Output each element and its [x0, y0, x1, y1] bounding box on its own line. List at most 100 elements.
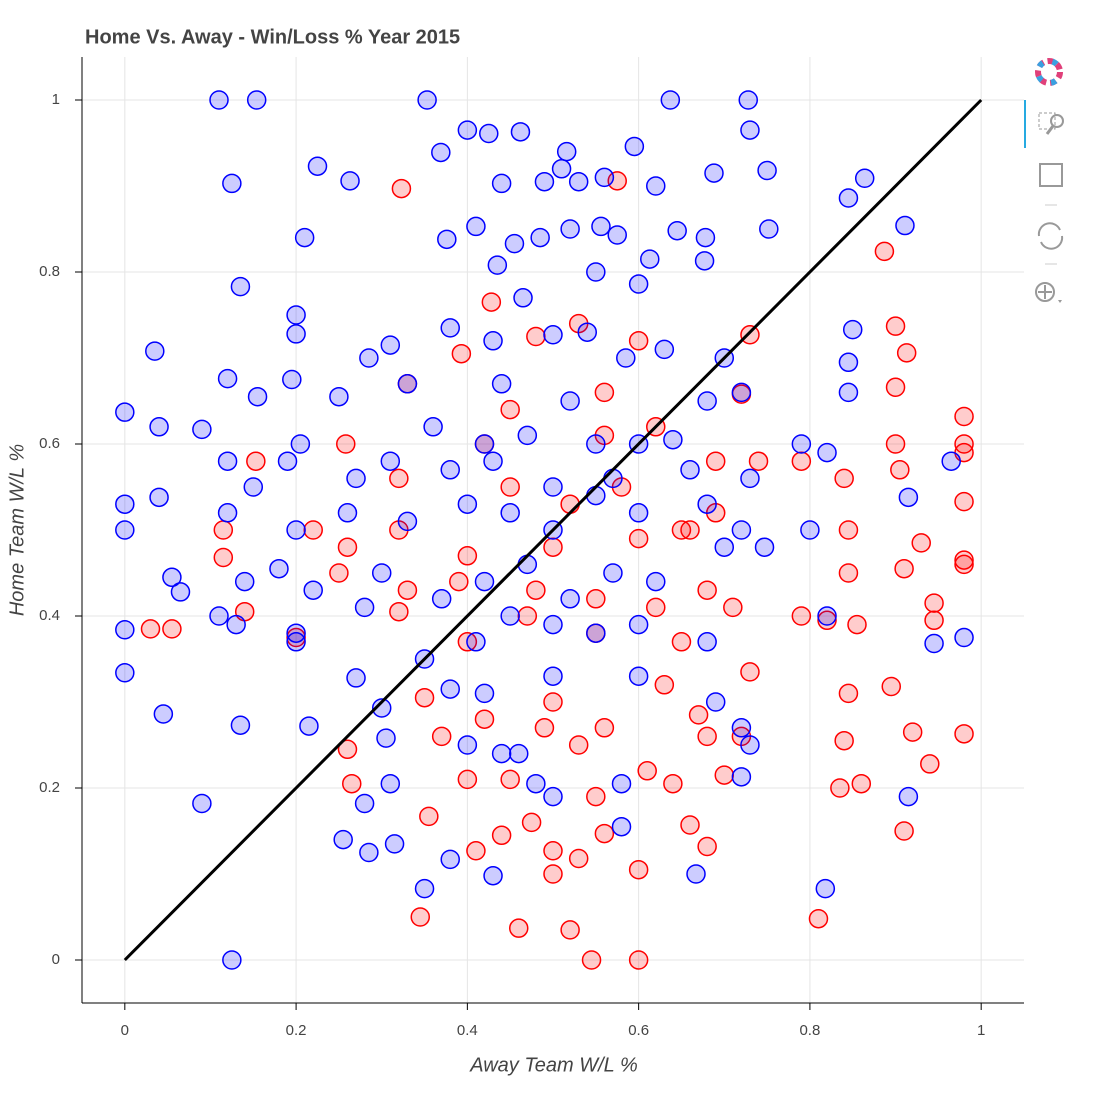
point: [414, 687, 435, 708]
point: [637, 761, 657, 781]
point: [440, 318, 460, 338]
point: [333, 829, 353, 850]
point: [697, 836, 717, 857]
point: [551, 159, 572, 179]
hover-arrow: [1058, 300, 1062, 303]
point: [286, 324, 306, 344]
point: [881, 676, 902, 697]
point: [354, 597, 375, 618]
point: [705, 692, 726, 712]
point: [885, 377, 906, 397]
point: [246, 451, 266, 471]
point: [663, 429, 683, 450]
point: [838, 563, 859, 583]
point: [663, 773, 683, 794]
point: [556, 141, 577, 162]
point: [924, 610, 944, 631]
point: [898, 786, 919, 807]
point: [140, 619, 161, 639]
point: [440, 849, 460, 870]
point: [628, 528, 649, 549]
point: [209, 90, 229, 110]
point: [391, 178, 412, 199]
point: [646, 176, 666, 196]
point: [646, 597, 666, 618]
point: [329, 386, 349, 407]
point: [941, 451, 961, 471]
point: [854, 168, 875, 189]
point: [389, 601, 409, 622]
point: [594, 167, 615, 188]
point: [543, 614, 563, 635]
point: [543, 864, 563, 884]
point: [817, 610, 837, 631]
point: [380, 335, 401, 355]
point: [346, 468, 366, 489]
line: [123, 98, 983, 962]
point: [586, 786, 606, 807]
point: [526, 773, 546, 794]
point: [534, 718, 555, 738]
point: [543, 692, 563, 712]
point: [568, 735, 589, 755]
point: [954, 550, 974, 570]
point: [451, 343, 472, 364]
point: [591, 216, 611, 237]
point: [410, 907, 431, 927]
point: [628, 503, 649, 523]
point: [885, 316, 906, 336]
point: [222, 950, 242, 970]
point: [162, 567, 182, 588]
x-tick-label: 0.2: [286, 1022, 307, 1039]
point: [740, 662, 760, 682]
box-zoom-tool[interactable]: [1038, 112, 1064, 135]
point: [397, 374, 418, 394]
point: [371, 698, 392, 718]
x-tick-label: 0.8: [799, 1022, 820, 1039]
point: [376, 728, 396, 748]
reset-tool[interactable]: [1037, 222, 1064, 250]
point: [440, 460, 460, 480]
reset-view-tool[interactable]: [1039, 163, 1063, 187]
point: [483, 865, 503, 886]
point: [440, 679, 460, 699]
point: [714, 537, 735, 557]
hover-tool[interactable]: [1035, 282, 1062, 303]
point: [616, 348, 636, 368]
point: [500, 399, 520, 420]
point: [192, 419, 212, 440]
point: [817, 606, 837, 626]
point: [457, 546, 478, 566]
point: [431, 142, 451, 163]
point: [457, 494, 478, 514]
point: [697, 580, 717, 600]
point: [491, 173, 512, 194]
point: [500, 477, 520, 497]
point: [624, 136, 645, 157]
point: [740, 120, 760, 140]
point: [697, 391, 717, 411]
point: [754, 537, 775, 557]
point: [431, 589, 452, 609]
point: [817, 442, 837, 463]
point: [230, 715, 251, 735]
point: [307, 156, 328, 176]
point: [560, 391, 580, 411]
point: [213, 547, 234, 568]
point: [397, 580, 418, 600]
point: [954, 491, 974, 512]
point: [286, 305, 306, 325]
point: [791, 434, 812, 454]
y-tick-label: 0.8: [39, 263, 60, 280]
point: [517, 425, 538, 446]
point: [483, 331, 503, 351]
point: [474, 571, 495, 592]
y-tick-label: 0.2: [39, 779, 60, 796]
point: [423, 417, 443, 437]
point: [611, 773, 632, 794]
axes: 0 0.2 0.4 0.6 0.8 1 0 0.2 0.4 0.6 0.8 1: [39, 57, 1024, 1039]
point: [654, 675, 675, 695]
point: [898, 487, 919, 508]
point: [234, 571, 255, 592]
point: [466, 216, 486, 237]
